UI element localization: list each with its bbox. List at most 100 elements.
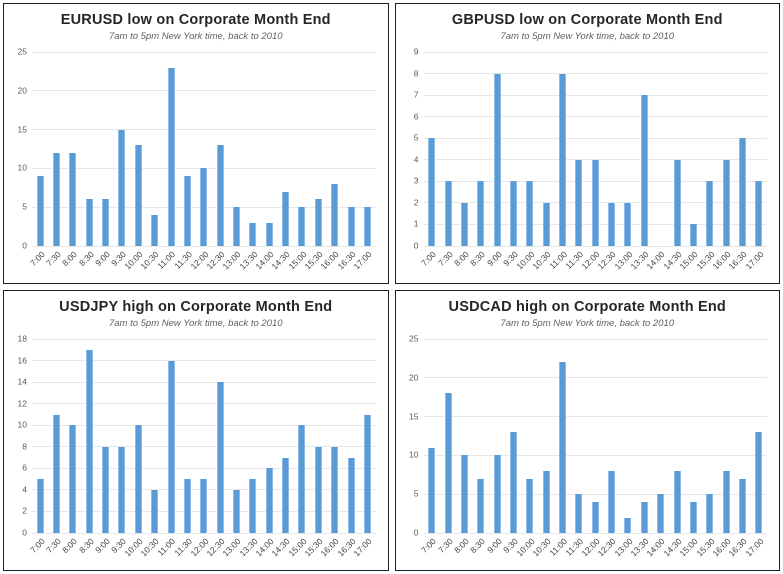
bar-9:30 [509, 432, 517, 533]
bar-slot [702, 339, 718, 533]
gridline [423, 94, 767, 96]
bar-9:00 [102, 199, 110, 246]
bar-12:30 [608, 470, 616, 533]
bar-slot [97, 339, 113, 533]
bar-slot [669, 52, 685, 246]
gridline [32, 51, 376, 53]
y-axis: 0 1 2 3 4 5 6 7 8 9 [402, 47, 424, 250]
bar-slot [685, 52, 701, 246]
y-tick-label: 12 [17, 398, 27, 409]
bar-slot [245, 339, 261, 533]
bar-slot [489, 339, 505, 533]
bar-slot [326, 52, 342, 246]
bar-slot [359, 52, 375, 246]
y-axis: 0 5 10 15 20 25 [402, 334, 424, 537]
y-tick-label: 7 [413, 89, 419, 100]
x-slot: 7:30 [436, 246, 456, 283]
plot-area [32, 338, 376, 534]
bar-slot [669, 339, 685, 533]
bar-16:30 [739, 478, 746, 533]
bar-13:30 [640, 501, 648, 533]
gridline [32, 360, 376, 362]
x-slot: 9:00 [485, 533, 505, 570]
bar-slot [456, 52, 472, 246]
bar-series [32, 52, 376, 246]
bar-slot [343, 52, 359, 246]
bar-8:30 [85, 199, 93, 246]
bar-7:00 [428, 447, 436, 533]
bar-series [424, 339, 768, 533]
y-tick-label: 6 [22, 462, 27, 473]
bar-slot [554, 52, 570, 246]
bar-series [32, 339, 376, 533]
x-axis: 7:00 7:30 8:00 8:30 9:00 9:30 10:00 10:30 11:00 1… [10, 533, 376, 570]
bar-series [424, 52, 768, 246]
x-slot: 17:00 [352, 246, 375, 283]
gridline [32, 338, 376, 340]
bar-15:30 [706, 181, 714, 246]
bar-7:00 [428, 138, 436, 246]
bar-15:30 [314, 446, 322, 533]
bar-8:30 [85, 349, 93, 533]
bar-slot [179, 339, 195, 533]
bar-13:00 [624, 517, 632, 533]
x-tick-label: 8:30 [468, 249, 488, 269]
x-tick-label: 7:00 [419, 249, 439, 269]
bar-slot [440, 52, 456, 246]
bar-slot [522, 339, 538, 533]
gridline [423, 493, 767, 495]
bar-15:00 [298, 207, 306, 246]
y-tick-label: 20 [17, 85, 27, 96]
chart-title: EURUSD low on Corporate Month End [60, 12, 331, 28]
bar-17:00 [363, 414, 371, 533]
x-slot: 8:30 [77, 246, 97, 283]
gridline [32, 467, 376, 469]
bar-10:30 [542, 202, 550, 246]
bar-slot [653, 52, 669, 246]
bar-17:00 [755, 432, 763, 533]
chart-subtitle: 7am to 5pm New York time, back to 2010 [108, 31, 283, 43]
y-tick-label: 0 [22, 527, 27, 538]
x-tick-label: 8:30 [468, 536, 488, 556]
bar-slot [734, 52, 750, 246]
bar-8:00 [460, 455, 468, 533]
bar-slot [505, 52, 521, 246]
bar-slot [554, 339, 570, 533]
x-slot: 8:30 [468, 246, 489, 283]
chart-subtitle: 7am to 5pm New York time, back to 2010 [500, 31, 675, 43]
bar-slot [522, 52, 538, 246]
bar-16:30 [347, 457, 355, 533]
x-axis-labels: 7:00 7:30 8:00 8:30 9:00 9:30 10:00 10:30 11:00 1… [28, 246, 376, 283]
y-tick-label: 10 [17, 162, 27, 173]
bar-slot [603, 339, 619, 533]
bar-slot [751, 339, 767, 533]
plot-area [423, 338, 768, 534]
x-slot: 17:00 [743, 246, 767, 283]
bar-slot [97, 52, 113, 246]
x-tick-label: 8:00 [60, 249, 80, 269]
chart-body: 0 2 4 6 8 10 12 14 16 18 [10, 334, 376, 537]
bar-slot [424, 52, 440, 246]
gridline [32, 245, 376, 247]
bar-slot [32, 339, 48, 533]
x-axis-spacer [402, 246, 424, 283]
bar-slot [489, 52, 505, 246]
bar-slot [65, 52, 81, 246]
bar-13:30 [640, 95, 648, 246]
x-tick-label: 7:30 [435, 249, 455, 269]
bar-14:30 [282, 457, 290, 533]
bar-7:30 [53, 414, 61, 533]
y-tick-label: 0 [413, 527, 419, 538]
bar-15:30 [706, 494, 714, 533]
bar-17:00 [363, 207, 371, 246]
bar-14:00 [657, 494, 665, 533]
bar-slot [277, 52, 293, 246]
bar-slot [114, 52, 130, 246]
bar-slot [163, 52, 179, 246]
y-tick-label: 2 [22, 505, 27, 516]
x-slot: 9:00 [485, 246, 505, 283]
x-tick-label: 7:00 [27, 536, 47, 556]
bar-slot [620, 52, 636, 246]
bar-slot [718, 52, 734, 246]
bar-slot [261, 52, 277, 246]
